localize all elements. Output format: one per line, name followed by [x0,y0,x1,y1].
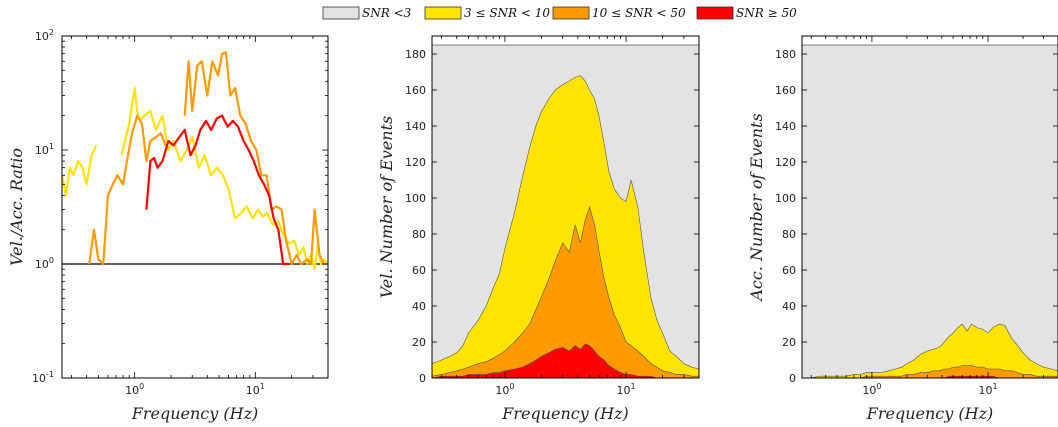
area-series-snr-3-10 [802,323,1058,378]
y-tick-label: 0 [419,372,426,385]
area-series-snr-lt-3 [802,44,1058,378]
area-series-snr-10-50 [432,205,699,378]
x-tick-label: 101 [246,382,265,397]
y-axis-label: Vel. Number of Events [377,116,396,299]
x-axis-label: Frequency (Hz) [501,404,629,423]
plot-frame [61,35,329,379]
legend-swatch-orange [552,6,590,20]
y-tick-label: 180 [775,48,796,61]
y-tick-label: 60 [412,264,426,277]
y-tick-label: 102 [35,28,54,43]
x-tick-label: 100 [125,382,144,397]
legend-swatch-yellow [424,6,462,20]
plot-area [802,44,1058,378]
y-tick-label: 40 [412,300,426,313]
area-series-snr-10-50 [802,365,1058,378]
y-axis-label: Vel./Acc. Ratio [7,148,26,266]
y-tick-label: 140 [775,120,796,133]
x-axis-label: Frequency (Hz) [131,404,259,423]
y-tick-label: 60 [782,264,796,277]
ratio-line-chart: 100 101 10-1 100 101 102 Frequency (Hz) Vel./Ac… [7,28,329,423]
y-tick-label: 140 [405,120,426,133]
legend-item-snr-ge-50: SNR ≥ 50 [696,6,797,20]
y-tick-label: 160 [405,84,426,97]
x-axis-label: Frequency (Hz) [866,404,994,423]
x-tick-label: 100 [862,382,881,397]
area-series-snr-ge-50 [432,343,699,378]
acc-events-area-chart: 100 101 0 20 40 60 80 100 120 140 160 180 Frequency … [747,35,1058,423]
legend-label: SNR <3 [362,6,412,20]
y-tick-label: 80 [782,228,796,241]
x-tick-label: 101 [617,382,636,397]
x-tick-label: 101 [979,382,998,397]
y-tick-label: 0 [789,372,796,385]
y-tick-label: 180 [405,48,426,61]
y-tick-label: 120 [405,156,426,169]
legend-item-snr-3-10: 3 ≤ SNR < 10 [424,6,550,20]
legend-label: 3 ≤ SNR < 10 [464,6,550,20]
y-tick-label: 80 [412,228,426,241]
y-tick-label: 100 [775,192,796,205]
line-series-snr-10-50 [88,51,325,266]
legend-swatch-gray [322,6,360,20]
vel-events-area-chart: 100 101 0 20 40 60 80 100 120 140 160 180 Frequency … [377,35,700,423]
legend-item-snr-10-50: 10 ≤ SNR < 50 [552,6,686,20]
y-tick-label: 10-1 [32,370,54,385]
plot-frame [801,35,1058,379]
y-tick-label: 120 [775,156,796,169]
legend-item-snr-lt-3: SNR <3 [322,6,412,20]
legend-label: SNR ≥ 50 [736,6,797,20]
y-tick-label: 160 [775,84,796,97]
plot-area [432,44,699,378]
y-tick-label: 20 [782,336,796,349]
y-axis-label: Acc. Number of Events [747,113,766,302]
line-series-snr-3-10 [62,86,328,271]
plot-frame [431,35,700,379]
y-tick-label: 100 [35,256,54,271]
x-tick-label: 100 [495,382,514,397]
y-tick-label: 100 [405,192,426,205]
y-tick-label: 40 [782,300,796,313]
plot-area [62,51,328,271]
line-series-snr-ge-50 [145,114,289,266]
legend: SNR <3 3 ≤ SNR < 10 10 ≤ SNR < 50 SNR ≥ … [322,6,797,20]
y-tick-label: 101 [35,142,54,157]
legend-swatch-red [696,6,734,20]
legend-label: 10 ≤ SNR < 50 [592,6,686,20]
area-series-snr-3-10 [432,75,699,378]
y-tick-label: 20 [412,336,426,349]
